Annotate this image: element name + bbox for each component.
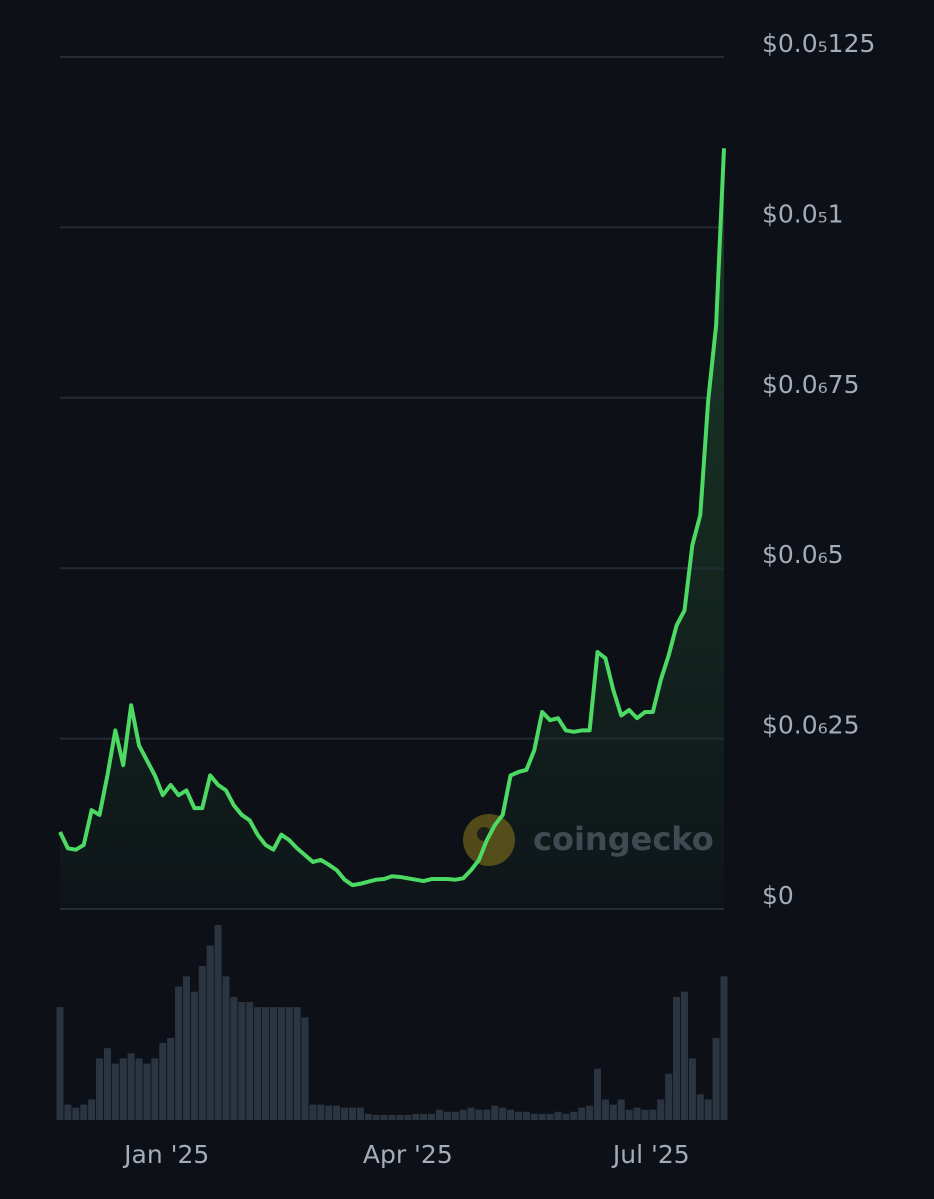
volume-bar bbox=[230, 996, 238, 1120]
x-tick-label: Jan '25 bbox=[122, 1140, 209, 1169]
volume-bar bbox=[269, 1007, 277, 1120]
volume-bar bbox=[688, 1058, 696, 1120]
volume-bar bbox=[649, 1109, 657, 1120]
volume-bar bbox=[625, 1109, 633, 1120]
volume-bar bbox=[119, 1058, 127, 1120]
volume-bar bbox=[586, 1105, 594, 1120]
volume-bar bbox=[507, 1109, 515, 1120]
volume-bar bbox=[151, 1058, 159, 1120]
volume-bar bbox=[459, 1109, 467, 1120]
volume-bar bbox=[372, 1114, 380, 1120]
volume-bar bbox=[80, 1104, 88, 1120]
volume-bar bbox=[680, 991, 688, 1120]
volume-bar bbox=[175, 986, 183, 1120]
volume-bar bbox=[64, 1104, 72, 1120]
volume-bar bbox=[404, 1114, 412, 1120]
volume-bar bbox=[333, 1105, 341, 1120]
volume-bar bbox=[641, 1109, 649, 1120]
volume-bar bbox=[665, 1073, 673, 1120]
volume-bar bbox=[428, 1113, 436, 1120]
volume-bar bbox=[222, 976, 230, 1120]
volume-bar bbox=[538, 1113, 546, 1120]
volume-bar bbox=[103, 1048, 111, 1120]
volume-bar bbox=[562, 1113, 570, 1120]
volume-bar bbox=[167, 1037, 175, 1120]
volume-bar bbox=[254, 1007, 262, 1120]
volume-bar bbox=[309, 1104, 317, 1120]
y-tick-label: $0 bbox=[762, 881, 794, 910]
volume-bar bbox=[570, 1111, 578, 1120]
volume-bar bbox=[341, 1107, 349, 1120]
volume-bar bbox=[388, 1114, 396, 1120]
volume-bar bbox=[111, 1063, 119, 1120]
volume-bar bbox=[467, 1107, 475, 1120]
volume-bar bbox=[712, 1037, 720, 1120]
volume-bar bbox=[325, 1105, 333, 1120]
volume-bar bbox=[601, 1099, 609, 1120]
volume-bar bbox=[143, 1063, 151, 1120]
volume-bar bbox=[190, 991, 198, 1120]
volume-bar bbox=[412, 1113, 420, 1120]
volume-bar bbox=[451, 1111, 459, 1120]
volume-bar bbox=[396, 1114, 404, 1120]
volume-bar bbox=[96, 1058, 104, 1120]
price-area bbox=[60, 148, 724, 909]
volume-bar bbox=[617, 1099, 625, 1120]
volume-bar bbox=[435, 1109, 443, 1120]
volume-bar bbox=[657, 1099, 665, 1120]
volume-bar bbox=[696, 1094, 704, 1120]
volume-bar bbox=[348, 1107, 356, 1120]
volume-bar bbox=[483, 1109, 491, 1120]
x-tick-label: Jul '25 bbox=[611, 1140, 690, 1169]
x-tick-label: Apr '25 bbox=[363, 1140, 453, 1169]
y-tick-label: $0.0₆75 bbox=[762, 370, 860, 399]
volume-bar bbox=[554, 1111, 562, 1120]
volume-bar bbox=[704, 1099, 712, 1120]
volume-bar bbox=[578, 1107, 586, 1120]
volume-bar bbox=[238, 1001, 246, 1120]
volume-bar bbox=[262, 1007, 270, 1120]
y-tick-label: $0.0₅1 bbox=[762, 199, 844, 228]
volume-bar bbox=[499, 1107, 507, 1120]
volume-bar bbox=[135, 1058, 143, 1120]
volume-bar bbox=[356, 1107, 364, 1120]
volume-bar bbox=[293, 1007, 301, 1120]
watermark: coingecko bbox=[463, 814, 714, 866]
volume-bar bbox=[491, 1105, 499, 1120]
volume-bar bbox=[88, 1099, 96, 1120]
volume-bar bbox=[475, 1109, 483, 1120]
volume-bar bbox=[673, 996, 681, 1120]
y-tick-label: $0.0₅125 bbox=[762, 29, 875, 58]
volume-bar bbox=[609, 1104, 617, 1120]
volume-bar bbox=[594, 1068, 602, 1120]
volume-bar bbox=[182, 976, 190, 1120]
volume-bar bbox=[420, 1113, 428, 1120]
volume-bar bbox=[214, 925, 222, 1120]
y-tick-label: $0.0₆5 bbox=[762, 540, 844, 569]
volume-bar bbox=[127, 1053, 135, 1120]
volume-bar bbox=[546, 1113, 554, 1120]
volume-bar bbox=[514, 1111, 522, 1120]
y-tick-label: $0.0₆25 bbox=[762, 711, 860, 740]
volume-bar bbox=[72, 1107, 80, 1120]
volume-bar bbox=[364, 1113, 372, 1120]
volume-bar bbox=[198, 966, 206, 1120]
volume-bar bbox=[720, 976, 728, 1120]
volume-bar bbox=[301, 1017, 309, 1120]
volume-bar bbox=[530, 1113, 538, 1120]
volume-bar bbox=[317, 1104, 325, 1120]
volume-bar bbox=[246, 1001, 254, 1120]
volume-bar bbox=[522, 1111, 530, 1120]
price-line bbox=[58, 148, 726, 888]
volume-bar bbox=[277, 1007, 285, 1120]
volume-bar bbox=[633, 1107, 641, 1120]
watermark-text: coingecko bbox=[533, 820, 714, 858]
volume-bar bbox=[159, 1043, 167, 1120]
volume-bar bbox=[285, 1007, 293, 1120]
volume-bar bbox=[206, 945, 214, 1120]
volume-bar bbox=[443, 1111, 451, 1120]
volume-bar bbox=[56, 1007, 64, 1120]
volume-bar bbox=[380, 1114, 388, 1120]
